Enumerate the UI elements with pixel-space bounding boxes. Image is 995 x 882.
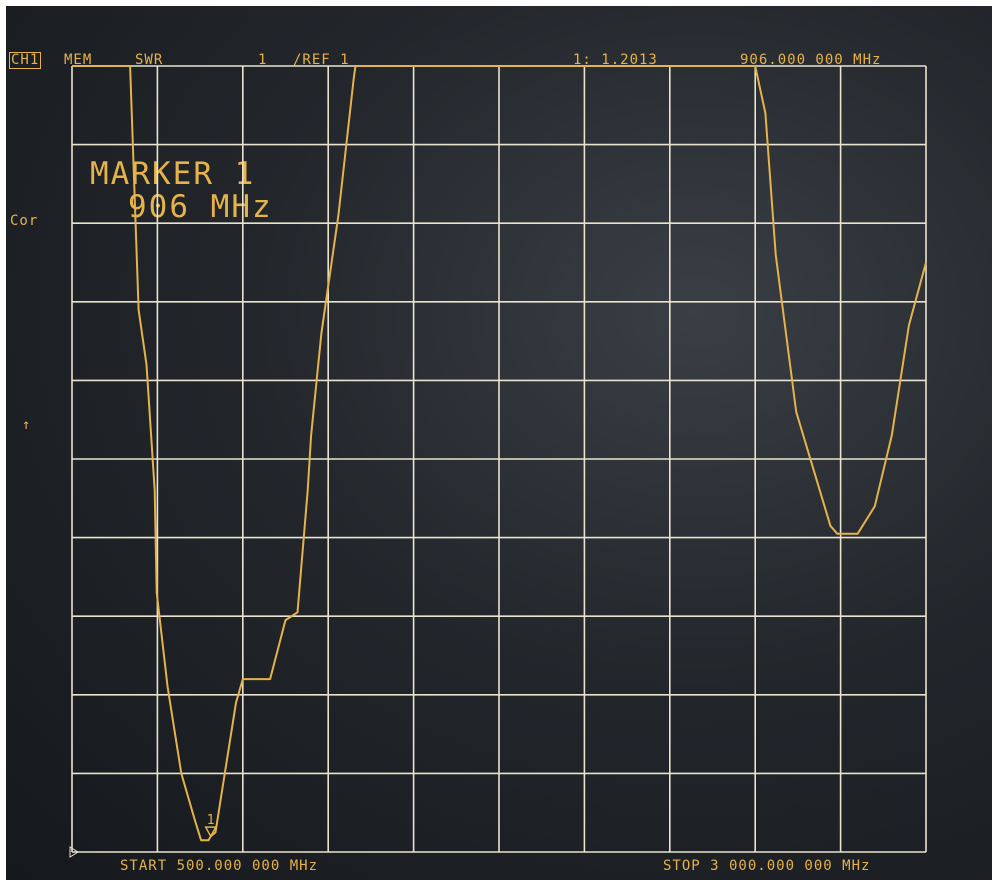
format-label: SWR: [135, 52, 164, 68]
marker-1-label: 1: [207, 813, 215, 828]
mem-label: MEM: [64, 52, 93, 68]
marker-frequency-large: 906 MHz: [128, 189, 273, 225]
reference-arrow-icon: ↑: [22, 417, 32, 433]
marker-readout: 1: 1.2013: [573, 52, 658, 68]
correction-indicator: Cor: [10, 213, 39, 229]
ref-label: /REF 1: [293, 52, 350, 68]
grid: [71, 65, 927, 853]
marker-1-symbol: [204, 826, 217, 838]
start-frequency: START 500.000 000 MHz: [120, 858, 319, 874]
scale-label: 1: [258, 52, 268, 68]
start-caret-icon: [69, 846, 79, 858]
marker-frequency: 906.000 000 MHz: [740, 52, 882, 68]
marker-annotation: MARKER 1 906 MHz: [90, 158, 273, 224]
stop-frequency: STOP 3 000.000 000 MHz: [663, 858, 871, 874]
swr-trace: [72, 65, 927, 842]
marker-title: MARKER 1: [90, 156, 256, 192]
channel-indicator: CH1: [9, 52, 42, 69]
